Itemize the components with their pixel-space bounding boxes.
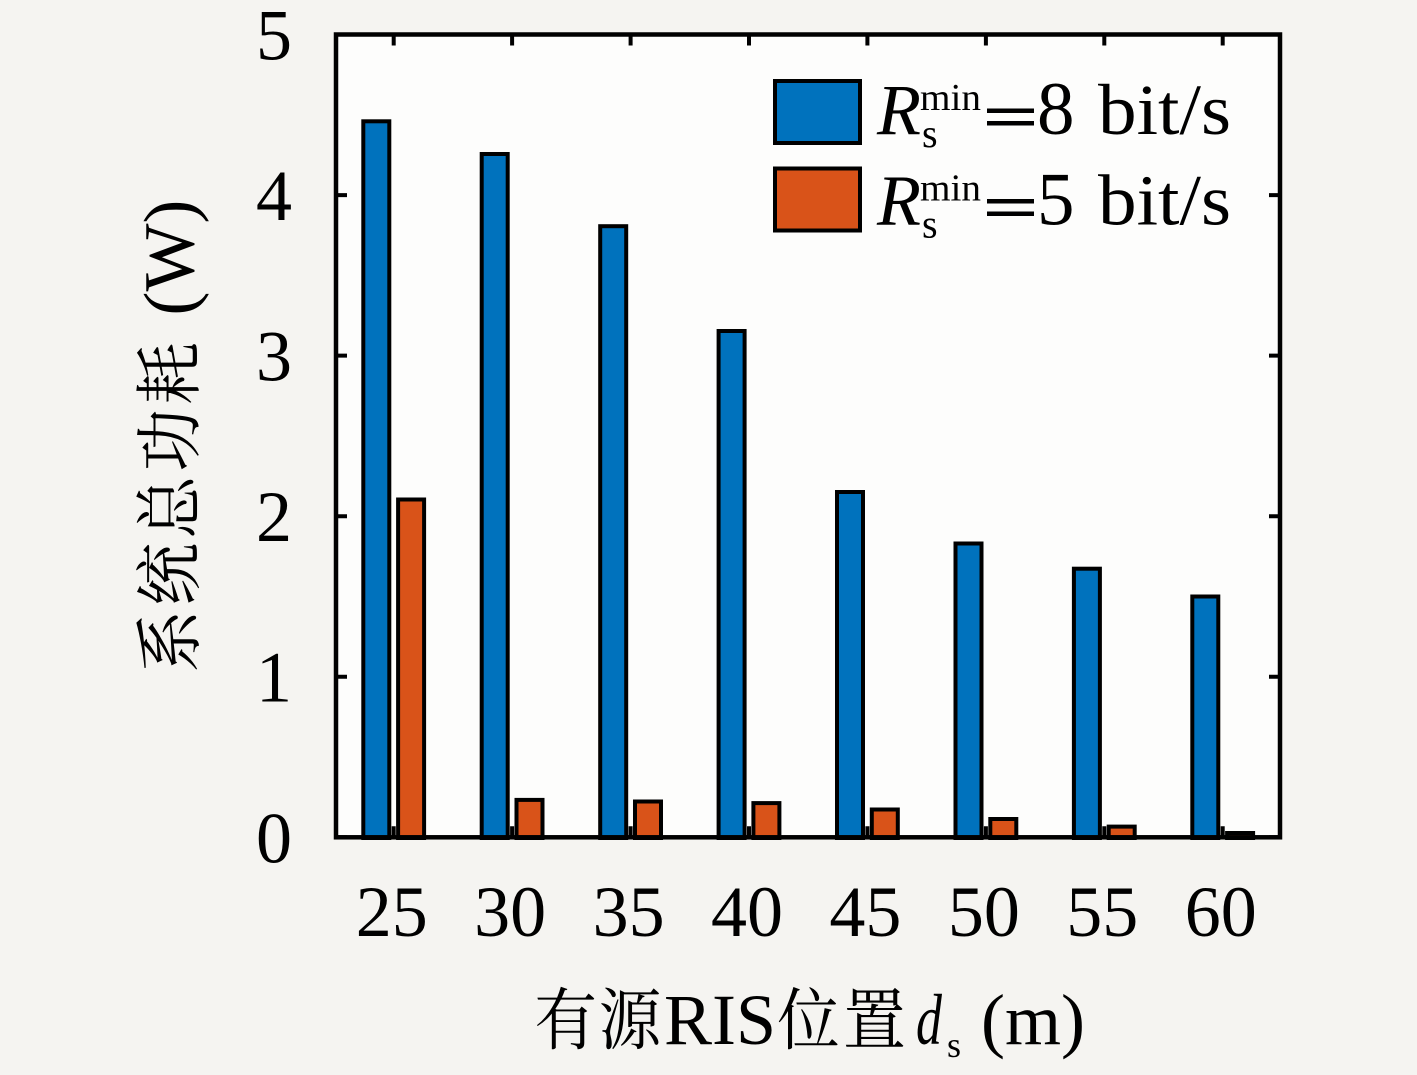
svg-text:bit/s: bit/s: [1098, 161, 1231, 241]
svg-text:5: 5: [1037, 159, 1075, 242]
svg-text:min: min: [920, 168, 981, 210]
svg-text:25: 25: [356, 872, 428, 952]
svg-text:2: 2: [256, 477, 292, 557]
svg-text:35: 35: [593, 872, 665, 952]
svg-text:45: 45: [829, 872, 901, 952]
svg-text:0: 0: [256, 798, 292, 878]
svg-text:30: 30: [474, 872, 546, 952]
svg-text:(W): (W): [130, 200, 210, 316]
svg-text:40: 40: [711, 872, 783, 952]
svg-text:R: R: [876, 161, 921, 241]
svg-text:RIS: RIS: [664, 980, 776, 1060]
svg-text:8: 8: [1037, 68, 1075, 151]
svg-text:1: 1: [256, 638, 292, 718]
svg-text:5: 5: [256, 0, 292, 76]
svg-text:bit/s: bit/s: [1098, 70, 1231, 150]
svg-text:s: s: [947, 1025, 961, 1065]
svg-text:4: 4: [256, 156, 292, 236]
svg-text:3: 3: [256, 317, 292, 397]
svg-text:(m): (m): [981, 980, 1085, 1060]
svg-text:d: d: [916, 980, 942, 1060]
svg-text:min: min: [920, 77, 981, 119]
svg-text:60: 60: [1185, 872, 1257, 952]
svg-text:50: 50: [948, 872, 1020, 952]
svg-text:s: s: [922, 111, 938, 156]
svg-text:55: 55: [1066, 872, 1138, 952]
svg-text:R: R: [876, 70, 921, 150]
svg-text:s: s: [922, 202, 938, 247]
